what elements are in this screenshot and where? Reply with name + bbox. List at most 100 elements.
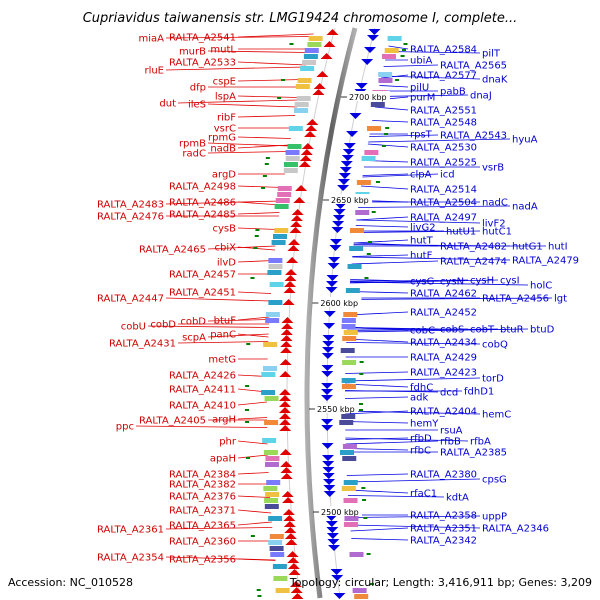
gene-label-left: ileS: [188, 100, 206, 111]
gene-label-left: rluE: [144, 66, 164, 77]
feature-block-inner: [288, 126, 303, 131]
feature-block-inner: [263, 342, 278, 347]
connector-line-right: [351, 538, 409, 541]
gene-label-right: holC: [530, 281, 552, 292]
gene-label-right: purM: [410, 93, 435, 104]
gene-label-right: RALTA_A2551: [410, 106, 477, 117]
leading-strand-gene: [287, 245, 300, 251]
connector-line-right: [379, 85, 409, 88]
feature-block-outer: [343, 498, 358, 503]
connector-line-right: [381, 75, 481, 80]
feature-block-outer: [342, 360, 357, 365]
connector-line-right: [358, 205, 511, 208]
gc-marker-outer: [403, 43, 408, 45]
gc-marker-outer: [369, 583, 374, 585]
feature-block-inner: [302, 60, 317, 65]
lagging-strand-gene: [321, 419, 334, 425]
lagging-strand-gene: [332, 221, 345, 227]
leading-strand-gene: [320, 53, 333, 59]
leading-strand-gene: [278, 401, 291, 407]
gene-label-right: icd: [440, 170, 455, 181]
leading-strand-gene: [283, 281, 296, 287]
leading-strand-gene: [284, 533, 297, 539]
feature-block-inner: [261, 372, 276, 377]
connector-line-left: [237, 521, 272, 526]
feature-block-outer: [387, 36, 402, 41]
gene-label-right: RALTA_A2358: [410, 511, 477, 522]
connector-line-left: [237, 61, 307, 66]
lagging-strand-gene: [326, 527, 339, 533]
connector-line-left: [237, 212, 280, 215]
feature-block-inner: [264, 504, 279, 509]
gene-label-left: RALTA_A2451: [169, 288, 236, 299]
gene-label-right: RALTA_A2543: [440, 131, 507, 142]
gc-marker-outer: [402, 49, 407, 51]
gene-label-right: cysN: [440, 277, 464, 288]
connector-line-left: [237, 495, 271, 498]
gene-label-left: RALTA_A2365: [169, 521, 236, 532]
gene-label-right: pabB: [440, 87, 466, 98]
leading-strand-gene: [279, 359, 292, 365]
feature-block-inner: [268, 300, 283, 305]
feature-block-inner: [264, 396, 279, 401]
gene-label-left: RALTA_A2486: [169, 198, 236, 209]
gc-marker-inner: [264, 163, 269, 165]
gene-label-right: hutT: [410, 236, 434, 247]
gene-label-left: mutL: [210, 45, 236, 56]
leading-strand-gene: [284, 275, 297, 281]
feature-block-outer: [343, 312, 358, 317]
gene-label-left: RALTA_A2485: [169, 210, 236, 221]
feature-block-outer: [370, 102, 385, 107]
leading-strand-gene: [283, 521, 296, 527]
gc-marker-outer: [358, 403, 363, 405]
gene-label-right: kdtA: [446, 493, 469, 504]
gc-marker-inner: [262, 175, 267, 177]
gene-label-left: rpmB: [179, 139, 206, 150]
leading-strand-gene: [279, 407, 291, 413]
gene-label-left: cysB: [213, 224, 237, 235]
lagging-strand-gene: [346, 131, 359, 137]
leading-strand-gene: [290, 221, 303, 227]
connector-line-right: [345, 410, 481, 415]
gc-marker-inner: [261, 187, 266, 189]
gene-label-right: RALTA_A2434: [410, 338, 477, 349]
gene-label-right: hutI: [548, 242, 568, 253]
connector-line-right: [347, 495, 445, 498]
leading-strand-gene: [288, 239, 301, 245]
gene-label-left: RALTA_A2384: [169, 470, 236, 481]
leading-strand-gene: [286, 551, 299, 557]
connector-line-left: [237, 33, 314, 38]
gene-label-right: adk: [410, 393, 428, 404]
connector-line-right: [345, 377, 481, 382]
leading-strand-gene: [299, 155, 312, 161]
connector-line-right: [346, 342, 481, 345]
connector-line-left: [237, 79, 303, 82]
feature-block-inner: [283, 162, 298, 167]
gene-label-right: RALTA_A2525: [410, 158, 477, 169]
leading-strand-gene: [293, 197, 306, 203]
gene-label-left: phr: [219, 437, 237, 448]
feature-block-inner: [275, 198, 290, 203]
feature-block-outer: [341, 318, 356, 323]
leading-strand-gene: [304, 131, 317, 137]
gene-label-right: RALTA_A2346: [482, 524, 549, 535]
gc-marker-inner: [289, 43, 294, 45]
gene-label-right: cysG: [410, 277, 434, 288]
feature-block-inner: [272, 564, 287, 569]
gene-label-right: fdhC: [410, 383, 433, 394]
gc-marker-inner: [245, 385, 250, 387]
lagging-strand-gene: [337, 185, 350, 191]
gene-label-right: rpsT: [410, 130, 433, 141]
feature-block-inner: [275, 588, 290, 593]
lagging-strand-gene: [334, 203, 347, 209]
lagging-strand-gene: [323, 311, 336, 317]
gene-label-right: cobQ: [482, 340, 508, 351]
feature-block-inner: [268, 264, 283, 269]
feature-block-inner: [263, 450, 278, 455]
feature-block-inner: [304, 48, 319, 53]
connector-line-right: [377, 94, 469, 97]
connector-line-left: [165, 66, 306, 71]
feature-block-outer: [342, 444, 357, 449]
connector-line-right: [350, 524, 481, 529]
